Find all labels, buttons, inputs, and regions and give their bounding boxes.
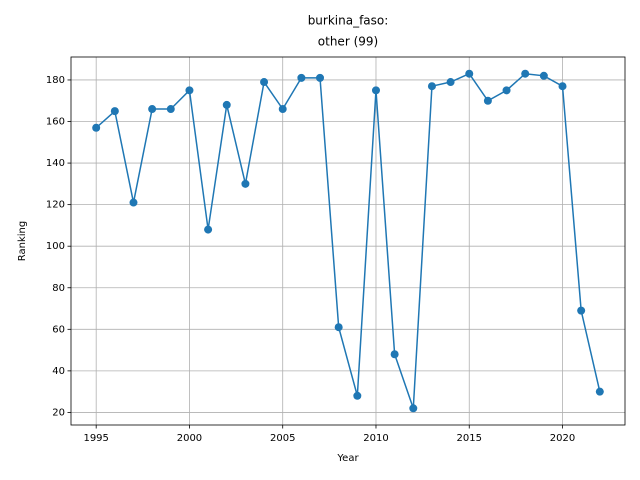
y-tick-label: 20 xyxy=(52,407,65,418)
x-tick-label: 1995 xyxy=(83,433,108,444)
x-tick-label: 2010 xyxy=(363,433,388,444)
y-tick-label: 40 xyxy=(52,366,65,377)
y-tick-label: 160 xyxy=(46,117,65,128)
data-point xyxy=(558,82,567,91)
chart-title: burkina_faso: xyxy=(308,14,389,28)
data-point xyxy=(148,105,157,114)
chart-title: other (99) xyxy=(318,35,378,49)
x-tick-label: 2000 xyxy=(177,433,202,444)
data-point xyxy=(334,323,343,332)
y-tick-label: 100 xyxy=(46,241,65,252)
data-point xyxy=(241,179,250,188)
data-point xyxy=(483,96,492,105)
data-point xyxy=(595,387,604,396)
data-point xyxy=(353,391,362,400)
data-point xyxy=(222,100,231,109)
data-point xyxy=(446,78,455,87)
data-point xyxy=(502,86,511,95)
x-tick-label: 2005 xyxy=(270,433,295,444)
y-tick-label: 60 xyxy=(52,324,65,335)
data-point xyxy=(92,123,101,132)
data-point xyxy=(539,71,548,80)
data-point xyxy=(409,404,418,413)
data-point xyxy=(316,73,325,82)
y-tick-label: 180 xyxy=(46,75,65,86)
y-axis-label: Ranking xyxy=(17,221,28,261)
data-point xyxy=(204,225,213,234)
y-tick-label: 120 xyxy=(46,200,65,211)
x-tick-label: 2020 xyxy=(550,433,575,444)
data-point xyxy=(390,350,399,359)
data-point xyxy=(185,86,194,95)
data-line xyxy=(95,72,601,409)
data-point xyxy=(278,105,287,114)
y-tick-label: 140 xyxy=(46,158,65,169)
data-point xyxy=(577,306,586,315)
plot-frame xyxy=(70,56,626,426)
data-point xyxy=(427,82,436,91)
data-point xyxy=(521,69,530,78)
data-point xyxy=(371,86,380,95)
data-point xyxy=(166,105,175,114)
x-axis-label: Year xyxy=(336,453,359,464)
data-point xyxy=(110,107,119,116)
x-tick-label: 2015 xyxy=(457,433,482,444)
data-point xyxy=(465,69,474,78)
data-point xyxy=(129,198,138,207)
y-tick-label: 80 xyxy=(52,283,65,294)
data-point xyxy=(297,73,306,82)
data-point xyxy=(260,78,269,87)
